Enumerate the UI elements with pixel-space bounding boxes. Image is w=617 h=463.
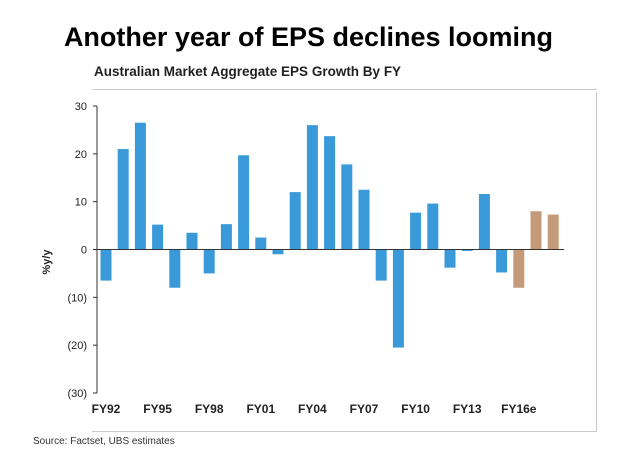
eps-bar: [306, 125, 318, 250]
y-axis-label: %y/y: [41, 249, 53, 275]
y-tick-label: 10: [75, 197, 87, 209]
estimate-bar: [547, 214, 559, 250]
y-tick-label: 0: [81, 245, 87, 257]
estimate-bar: [513, 249, 525, 288]
source-note: Source: Factset, UBS estimates: [33, 436, 175, 447]
eps-bar: [478, 194, 490, 250]
eps-bar: [238, 155, 250, 250]
eps-bar: [427, 203, 439, 250]
eps-bar: [272, 249, 284, 255]
eps-bar: [324, 136, 336, 250]
eps-bar: [496, 249, 508, 273]
y-tick-label: 20: [75, 149, 87, 161]
eps-bar: [117, 149, 129, 250]
x-tick-label: FY16e: [501, 402, 537, 416]
eps-bar: [289, 192, 301, 250]
eps-bar: [152, 224, 164, 250]
x-tick-label: FY10: [401, 402, 430, 416]
chart-title: Australian Market Aggregate EPS Growth B…: [94, 64, 402, 79]
eps-bar: [186, 232, 198, 250]
eps-bar: [392, 249, 404, 348]
x-tick-label: FY07: [350, 402, 379, 416]
x-tick-label: FY04: [298, 402, 327, 416]
eps-bar: [375, 249, 387, 281]
estimate-bar: [530, 211, 542, 250]
eps-bar: [169, 249, 181, 288]
x-tick-label: FY98: [195, 402, 224, 416]
x-tick-label: FY01: [246, 402, 275, 416]
y-tick-label: (30): [67, 388, 87, 400]
eps-bar: [410, 212, 422, 250]
eps-bar: [203, 249, 215, 274]
x-tick-label: FY92: [92, 402, 121, 416]
eps-bar: [255, 237, 267, 250]
chart-frame: [92, 92, 597, 432]
eps-bar: [341, 164, 353, 250]
eps-bar: [444, 249, 456, 268]
headline: Another year of EPS declines looming: [63, 22, 554, 52]
x-tick-label: FY13: [453, 402, 482, 416]
y-tick-label: (10): [67, 292, 87, 304]
eps-bar: [461, 249, 473, 251]
y-tick-label: (20): [67, 340, 87, 352]
y-tick-label: 30: [75, 101, 87, 113]
x-tick-label: FY95: [143, 402, 172, 416]
eps-bar: [220, 224, 232, 250]
eps-bar: [134, 122, 146, 250]
eps-bar: [100, 249, 112, 281]
title-rule: [92, 89, 597, 90]
eps-bar: [358, 189, 370, 250]
